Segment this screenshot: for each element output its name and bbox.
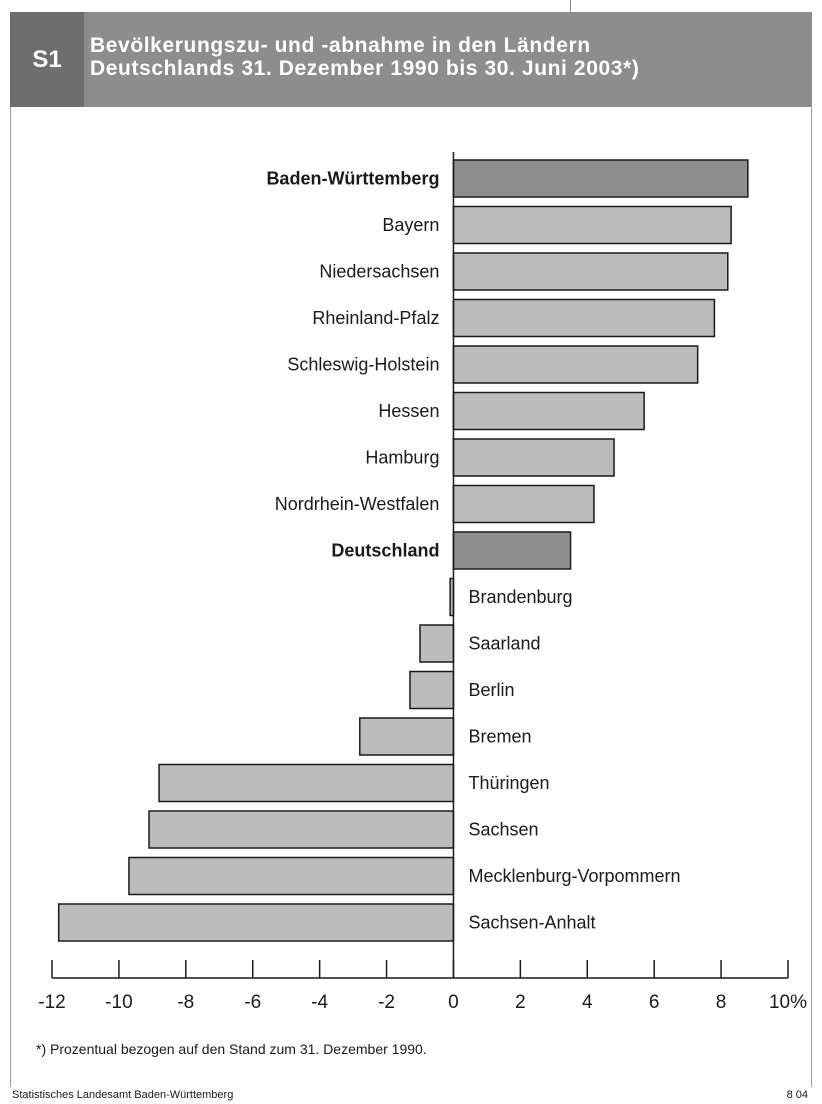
bar-label-hessen: Hessen xyxy=(378,401,439,421)
x-tick-label: -8 xyxy=(177,992,194,1013)
chart-title-line-2: Deutschlands 31. Dezember 1990 bis 30. J… xyxy=(90,57,640,80)
bar-label-nordrhein-westfalen: Nordrhein-Westfalen xyxy=(275,494,440,514)
x-tick-label: -10 xyxy=(105,992,132,1013)
x-tick-label: -6 xyxy=(244,992,261,1013)
bar-hessen xyxy=(452,391,645,431)
bar-saarland xyxy=(419,624,455,663)
bar-label-bremen: Bremen xyxy=(468,727,531,747)
bar-label-baden-wuerttemberg: Baden-Württemberg xyxy=(266,169,439,189)
bar-label-thueringen: Thüringen xyxy=(468,773,549,793)
x-tick-label: 2 xyxy=(515,992,526,1013)
bar-label-sachsen-anhalt: Sachsen-Anhalt xyxy=(468,913,595,933)
x-tick-label: 0 xyxy=(448,992,459,1013)
x-tick-label: 4 xyxy=(582,992,593,1013)
bar-baden-wuerttemberg xyxy=(452,159,749,198)
bar-label-sachsen: Sachsen xyxy=(468,820,538,840)
bar-sachsen-anhalt xyxy=(57,903,455,942)
bar-label-hamburg: Hamburg xyxy=(365,448,439,468)
x-tick-label: -12 xyxy=(38,992,65,1013)
chart-code-badge: S1 xyxy=(10,12,84,107)
bar-berlin xyxy=(409,670,455,710)
bar-chart: Baden-Württemberg Bayern Niedersachsen Rhei… xyxy=(38,152,807,1013)
bar-label-rheinland-pfalz: Rheinland-Pfalz xyxy=(312,308,439,328)
page-number: 8 04 xyxy=(786,1089,808,1101)
bar-nordrhein-westfalen xyxy=(452,484,595,524)
bar-label-bayern: Bayern xyxy=(382,215,439,235)
bar-label-schleswig-holstein: Schleswig-Holstein xyxy=(287,355,439,375)
x-tick-label: 6 xyxy=(649,992,660,1013)
bar-sachsen xyxy=(148,810,455,849)
x-tick-label: 8 xyxy=(716,992,727,1013)
bar-label-brandenburg: Brandenburg xyxy=(468,587,572,607)
bar-label-saarland: Saarland xyxy=(468,634,540,654)
footnote: *) Prozentual bezogen auf den Stand zum … xyxy=(36,1041,427,1057)
bar-schleswig-holstein xyxy=(452,345,699,384)
chart-title-line-1: Bevölkerungszu- und -abnahme in den Länd… xyxy=(90,34,591,57)
chart-header: S1 Bevölkerungszu- und -abnahme in den L… xyxy=(10,12,812,107)
bar-label-niedersachsen: Niedersachsen xyxy=(319,262,439,282)
chart-title: Bevölkerungszu- und -abnahme in den Länd… xyxy=(90,34,806,80)
x-tick-label: -2 xyxy=(378,992,395,1013)
bar-deutschland xyxy=(452,531,572,570)
top-divider-line xyxy=(570,0,571,12)
bar-label-deutschland: Deutschland xyxy=(331,541,439,561)
x-tick-label: -4 xyxy=(311,992,328,1013)
bar-bremen xyxy=(359,717,455,756)
bar-mecklenburg-vorpommern xyxy=(128,856,455,896)
bar-bayern xyxy=(452,205,732,245)
chart-frame xyxy=(10,107,812,1087)
x-tick-label: 10% xyxy=(769,992,807,1013)
bar-niedersachsen xyxy=(452,252,729,291)
bar-thueringen xyxy=(158,763,455,803)
bar-label-berlin: Berlin xyxy=(468,680,514,700)
bar-hamburg xyxy=(452,438,615,477)
source-credit: Statistisches Landesamt Baden-Württember… xyxy=(12,1089,234,1101)
bar-label-mecklenburg-vorpommern: Mecklenburg-Vorpommern xyxy=(468,866,680,886)
bar-rheinland-pfalz xyxy=(452,298,716,338)
